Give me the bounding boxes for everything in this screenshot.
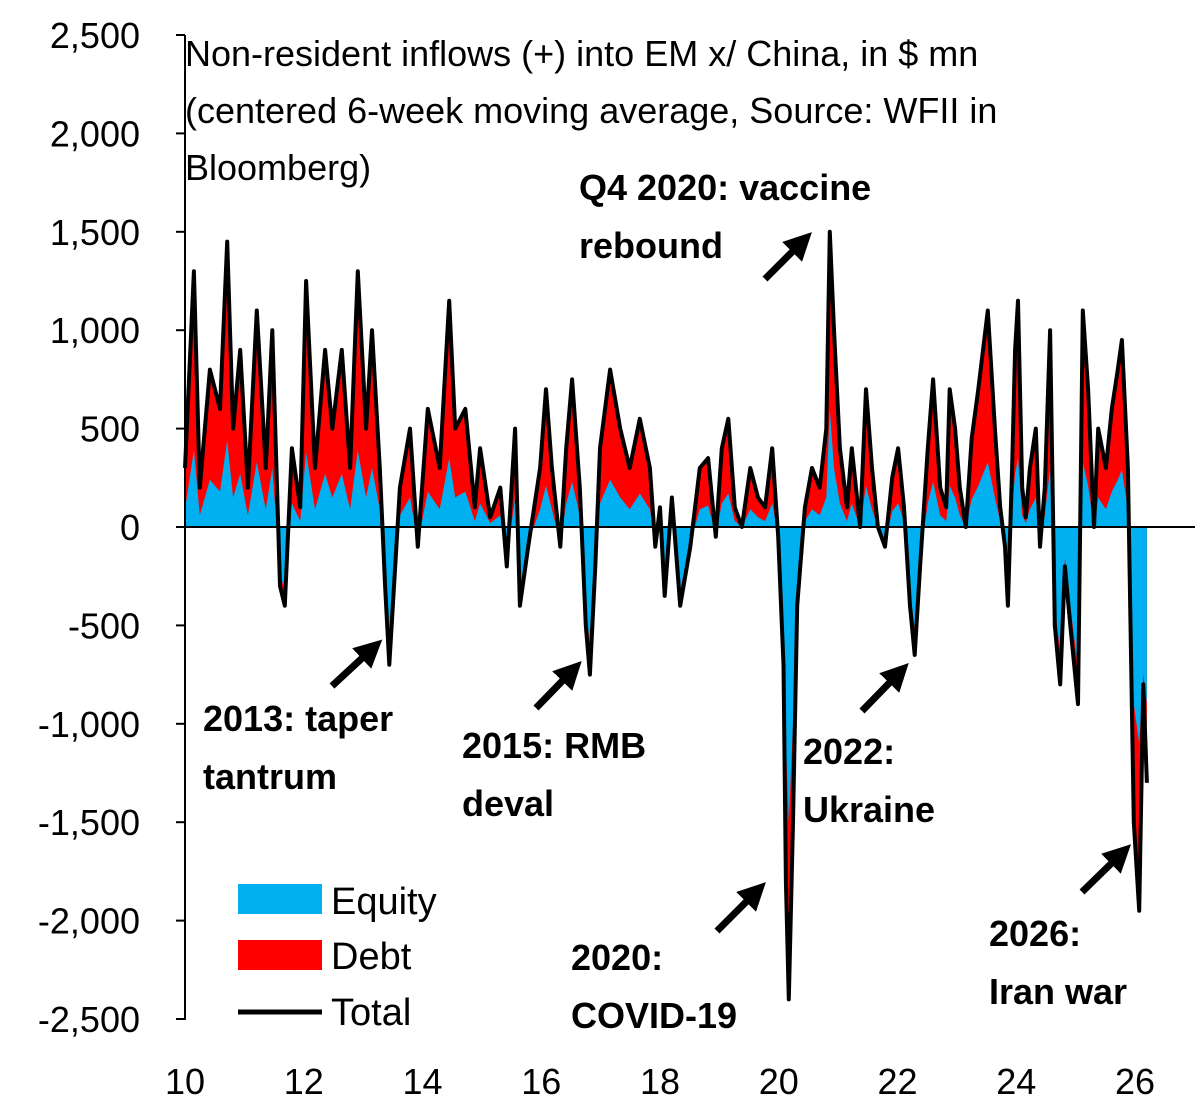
title-line-1: Non-resident inflows (+) into EM x/ Chin… [185,33,978,74]
y-tick-label: 0 [120,507,140,548]
x-tick-label: 22 [877,1061,917,1102]
annotation-covid: 2020: COVID-19 [571,882,766,1036]
y-tick-label: 2,500 [50,15,140,56]
annotation-label: 2026: [989,913,1081,954]
arrow-icon [329,639,383,689]
annotation-iran-war: 2026: Iran war [989,844,1132,1012]
annotation-label: 2022: [803,731,895,772]
annotation-vaccine-rebound: Q4 2020: vaccine rebound [579,167,871,282]
x-tick-label: 12 [284,1061,324,1102]
annotation-label: 2020: [571,937,663,978]
annotation-label: 2015: RMB [462,725,646,766]
arrow-icon [533,660,582,711]
arrow-icon [714,882,766,934]
y-tick-label: -1,000 [38,704,140,745]
y-tick-label: -1,500 [38,802,140,843]
legend-swatch-equity [238,884,322,914]
series-total-line [183,229,1149,1002]
annotation-label: rebound [579,225,723,266]
annotation-label: COVID-19 [571,995,737,1036]
x-tick-label: 20 [759,1061,799,1102]
y-tick-label: -2,000 [38,901,140,942]
x-axis-ticks: 10 12 14 16 18 20 22 24 26 [165,1061,1155,1102]
annotation-label: Q4 2020: vaccine [579,167,871,208]
y-tick-label: -500 [68,605,140,646]
annotation-label: Ukraine [803,789,935,830]
title-line-3: Bloomberg) [185,147,371,188]
legend-swatch-debt [238,940,322,970]
x-tick-label: 24 [996,1061,1036,1102]
y-tick-label: 2,000 [50,113,140,154]
x-tick-label: 14 [402,1061,442,1102]
y-tick-label: 1,500 [50,212,140,253]
arrow-icon [1079,844,1132,895]
x-tick-label: 26 [1115,1061,1155,1102]
y-tick-label: -2,500 [38,999,140,1040]
x-tick-label: 16 [521,1061,561,1102]
y-tick-label: 500 [80,409,140,450]
series-equity-area [185,408,1147,823]
title-line-2: (centered 6-week moving average, Source:… [185,90,997,131]
legend: Equity Debt Total [238,881,437,1034]
annotation-ukraine: 2022: Ukraine [803,662,935,830]
y-axis-ticks: 2,500 2,000 1,500 1,000 500 0 -500 -1,000 -1,500… [38,15,185,1040]
plot-area [183,229,1149,1002]
y-tick-label: 1,000 [50,310,140,351]
annotation-label: 2013: taper [203,698,393,739]
annotation-label: Iran war [989,971,1127,1012]
legend-label-debt: Debt [331,936,412,978]
legend-label-total: Total [331,992,411,1034]
arrow-icon [762,232,812,282]
annotation-taper-tantrum: 2013: taper tantrum [203,639,393,797]
arrow-icon [859,662,909,714]
legend-label-equity: Equity [331,881,437,923]
annotation-label: tantrum [203,756,337,797]
chart-title: Non-resident inflows (+) into EM x/ Chin… [185,33,1007,188]
x-tick-label: 18 [640,1061,680,1102]
annotation-rmb-deval: 2015: RMB deval [462,660,646,824]
annotation-label: deval [462,783,554,824]
series-debt-area [185,231,1147,1000]
x-tick-label: 10 [165,1061,205,1102]
